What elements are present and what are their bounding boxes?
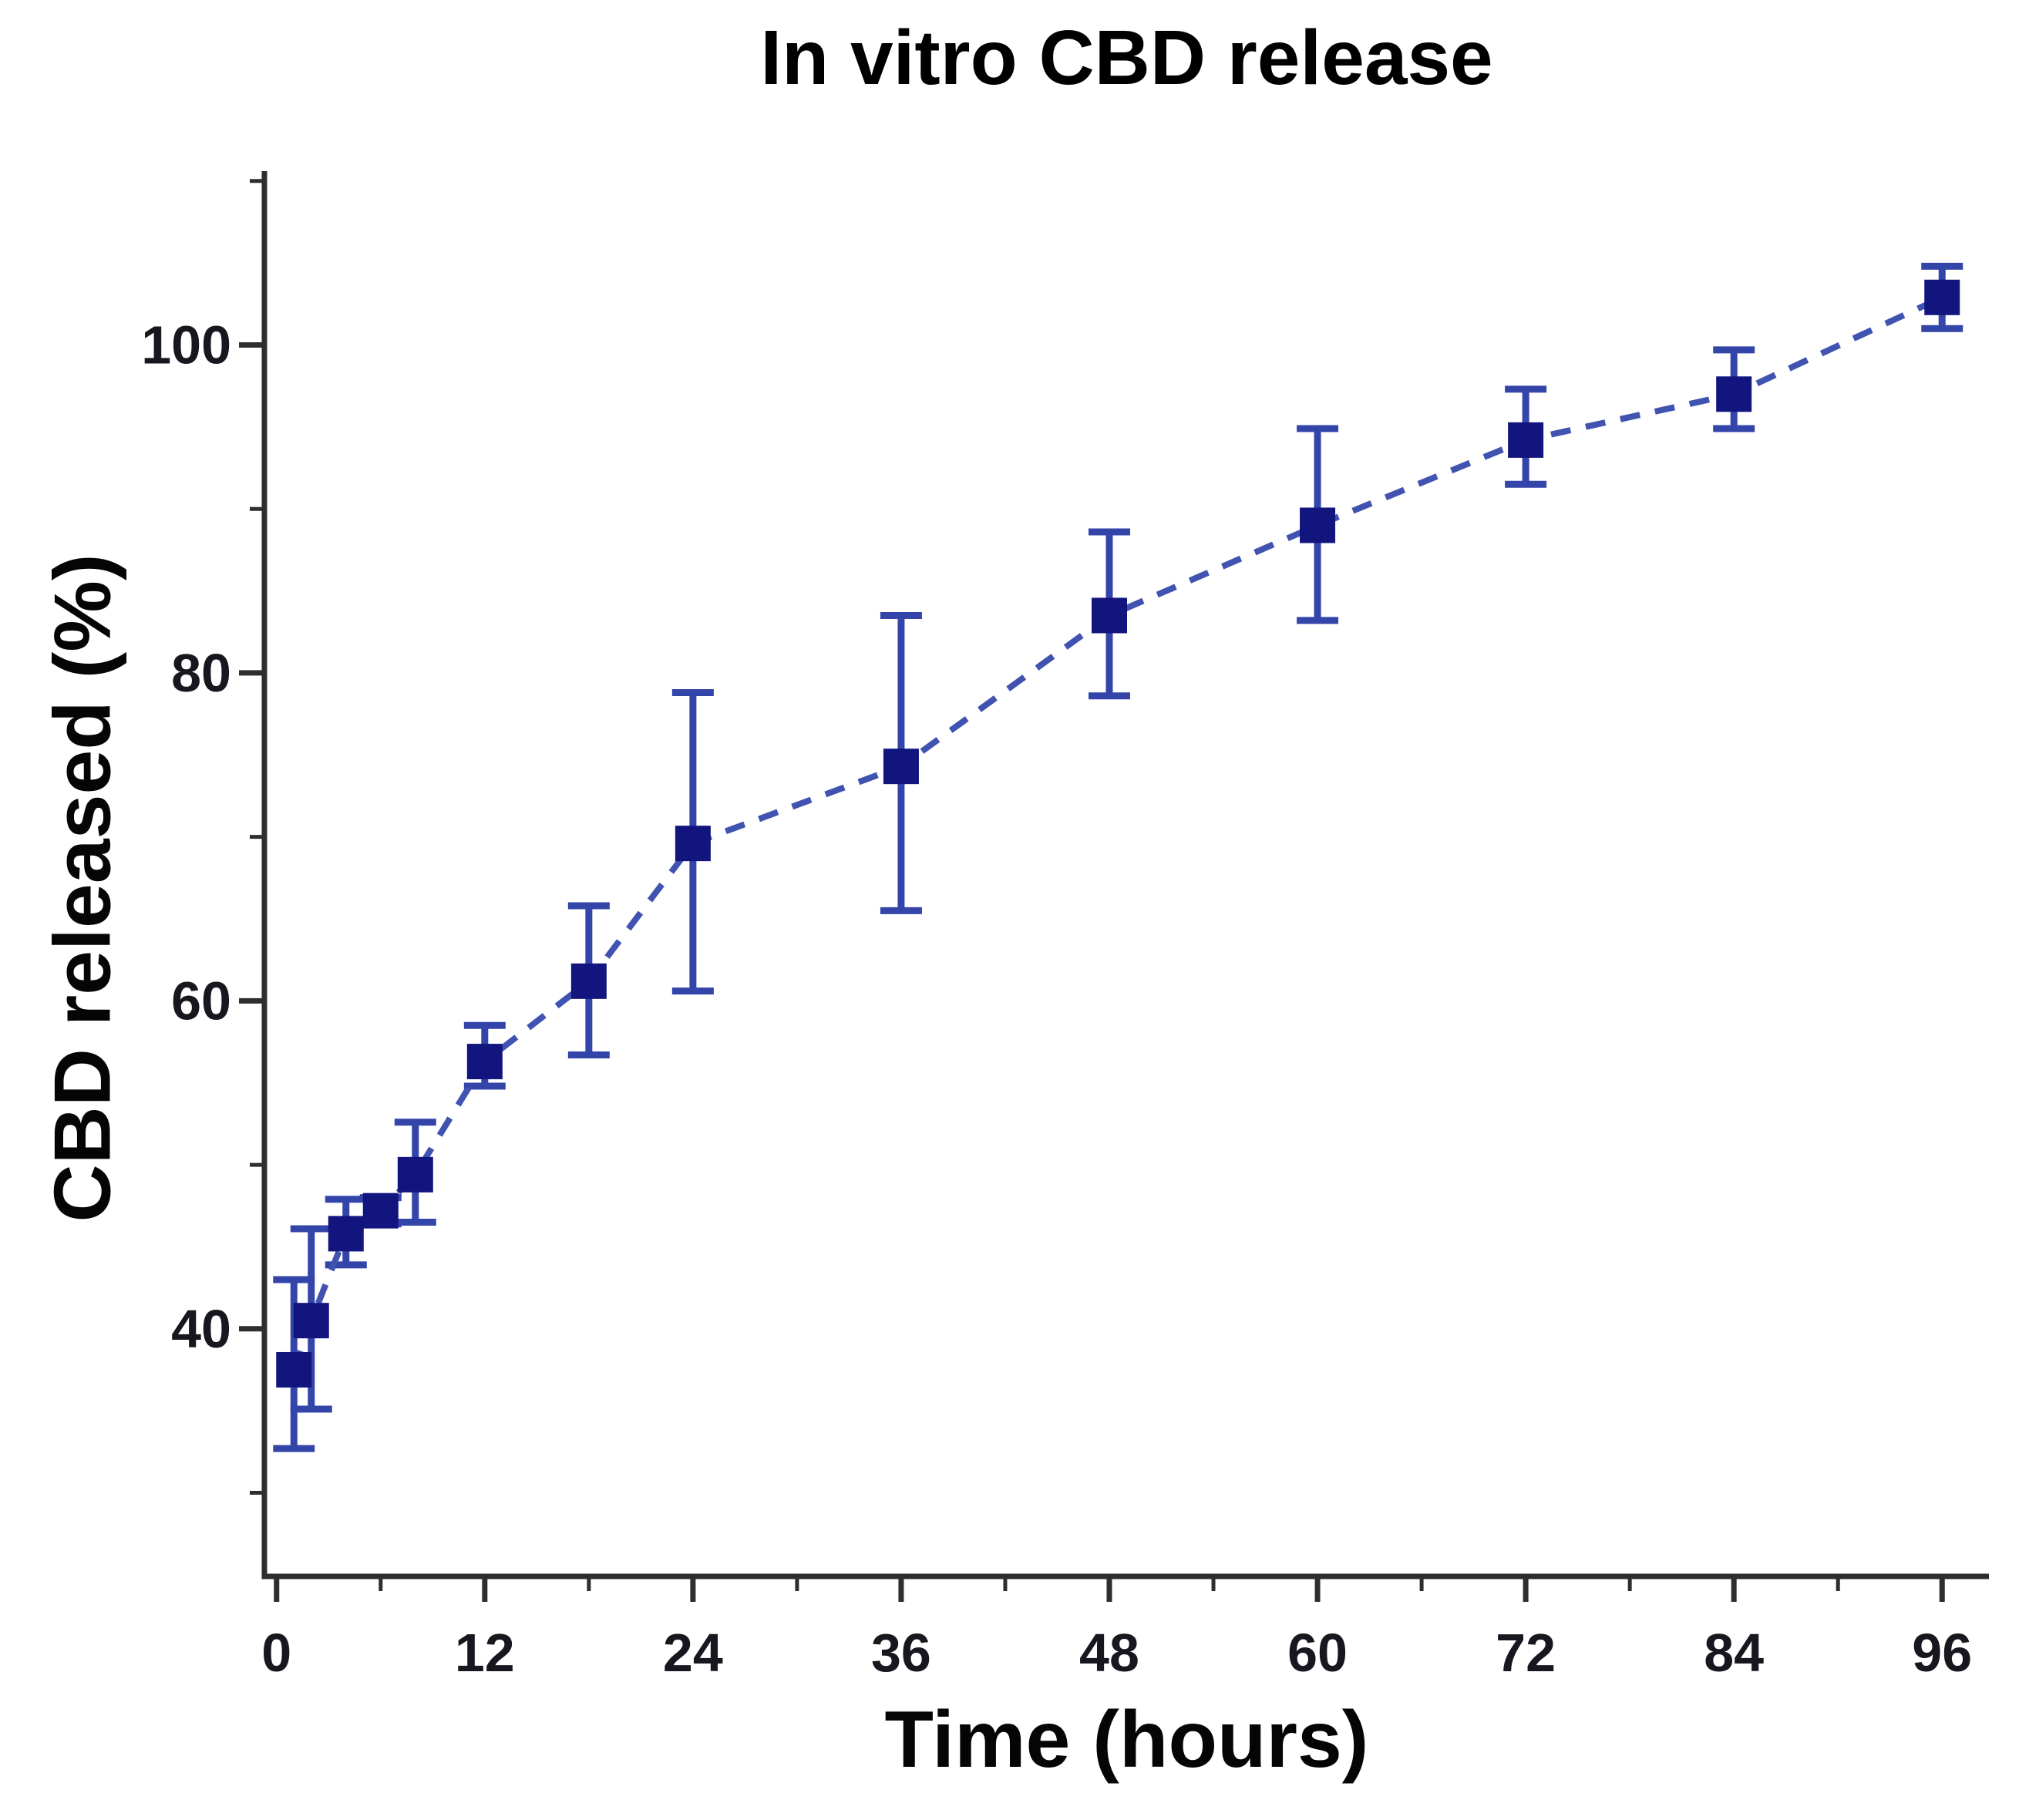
data-point-marker [397, 1156, 433, 1193]
series-line [291, 294, 1943, 1371]
y-tick-label: 100 [141, 315, 231, 375]
chart-title: In vitro CBD release [760, 15, 1493, 101]
data-point-marker [1716, 376, 1752, 412]
x-tick-label: 96 [1912, 1623, 1972, 1683]
x-tick-label: 0 [261, 1623, 291, 1683]
data-point-marker [1508, 422, 1544, 458]
data-point-marker [466, 1044, 503, 1080]
y-tick-label: 60 [171, 971, 231, 1031]
data-point-marker [883, 749, 919, 785]
data-point-marker [570, 963, 607, 999]
x-tick-label: 84 [1704, 1623, 1764, 1683]
x-tick-label: 48 [1079, 1623, 1139, 1683]
data-point-marker [276, 1351, 312, 1388]
x-tick-label: 60 [1287, 1623, 1348, 1683]
x-tick-label: 72 [1496, 1623, 1556, 1683]
y-axis-label: CBD released (%) [38, 553, 128, 1223]
y-tick-label: 40 [171, 1299, 231, 1359]
y-tick-label: 80 [171, 643, 231, 703]
x-axis-label: Time (hours) [884, 1695, 1369, 1785]
data-point-marker [293, 1303, 329, 1339]
data-point-marker [328, 1216, 364, 1252]
data-point-marker [362, 1193, 399, 1229]
x-tick-label: 12 [455, 1623, 515, 1683]
data-point-marker [1300, 507, 1336, 543]
data-point-marker [1924, 279, 1960, 315]
x-tick-label: 36 [871, 1623, 931, 1683]
data-point-marker [1091, 597, 1127, 634]
x-tick-label: 24 [663, 1623, 723, 1683]
data-point-marker [675, 826, 711, 862]
axis-frame [261, 171, 1989, 1579]
